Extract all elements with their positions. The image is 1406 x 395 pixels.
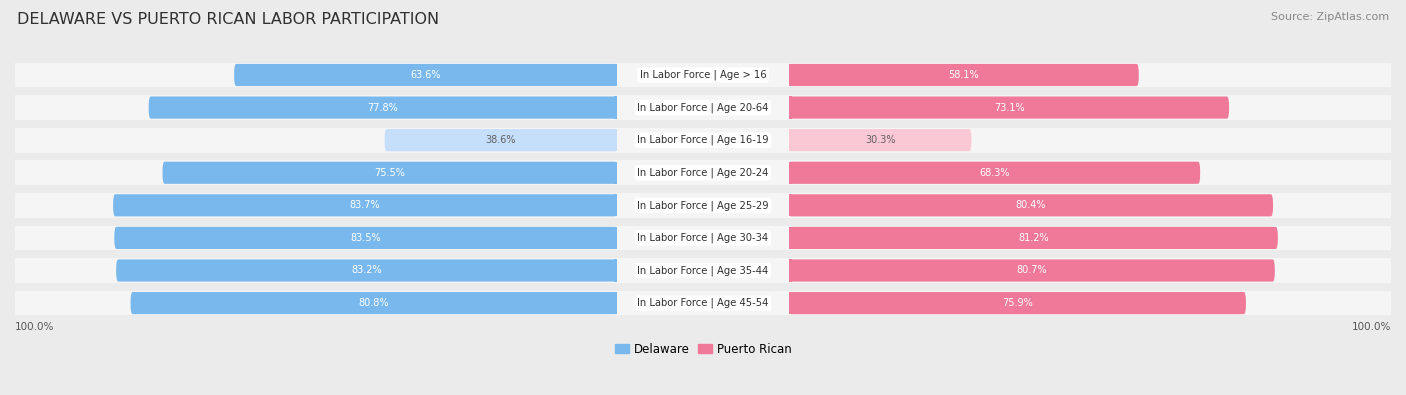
Bar bbox=[789, 162, 792, 184]
Text: 58.1%: 58.1% bbox=[949, 70, 979, 80]
Bar bbox=[8, 258, 1398, 283]
Text: 75.9%: 75.9% bbox=[1002, 298, 1033, 308]
Text: 68.3%: 68.3% bbox=[980, 168, 1010, 178]
Text: In Labor Force | Age 35-44: In Labor Force | Age 35-44 bbox=[637, 265, 769, 276]
Bar bbox=[614, 194, 617, 216]
FancyBboxPatch shape bbox=[789, 292, 1246, 314]
Bar bbox=[789, 260, 792, 282]
Bar bbox=[789, 129, 792, 151]
Text: In Labor Force | Age 45-54: In Labor Force | Age 45-54 bbox=[637, 298, 769, 308]
Bar bbox=[8, 291, 1398, 316]
FancyBboxPatch shape bbox=[789, 162, 1201, 184]
Legend: Delaware, Puerto Rican: Delaware, Puerto Rican bbox=[610, 338, 796, 360]
Text: 80.4%: 80.4% bbox=[1015, 200, 1046, 210]
Bar bbox=[614, 162, 617, 184]
Bar bbox=[8, 226, 1398, 250]
Bar bbox=[8, 128, 1398, 152]
Text: 63.6%: 63.6% bbox=[411, 70, 441, 80]
FancyBboxPatch shape bbox=[112, 194, 617, 216]
Bar bbox=[789, 292, 792, 314]
Bar bbox=[8, 95, 1398, 120]
FancyBboxPatch shape bbox=[149, 96, 617, 118]
Bar bbox=[614, 129, 617, 151]
Text: 100.0%: 100.0% bbox=[15, 322, 55, 331]
Text: 38.6%: 38.6% bbox=[485, 135, 516, 145]
Text: In Labor Force | Age 20-64: In Labor Force | Age 20-64 bbox=[637, 102, 769, 113]
Text: Source: ZipAtlas.com: Source: ZipAtlas.com bbox=[1271, 12, 1389, 22]
FancyBboxPatch shape bbox=[789, 260, 1275, 282]
Bar bbox=[789, 96, 792, 118]
Bar bbox=[789, 194, 792, 216]
Text: 75.5%: 75.5% bbox=[374, 168, 405, 178]
FancyBboxPatch shape bbox=[235, 64, 617, 86]
Bar bbox=[614, 260, 617, 282]
FancyBboxPatch shape bbox=[163, 162, 617, 184]
Bar bbox=[614, 64, 617, 86]
Text: 77.8%: 77.8% bbox=[367, 103, 398, 113]
Text: In Labor Force | Age > 16: In Labor Force | Age > 16 bbox=[640, 70, 766, 80]
Text: DELAWARE VS PUERTO RICAN LABOR PARTICIPATION: DELAWARE VS PUERTO RICAN LABOR PARTICIPA… bbox=[17, 12, 439, 27]
Bar bbox=[614, 292, 617, 314]
FancyBboxPatch shape bbox=[117, 260, 617, 282]
Bar bbox=[8, 160, 1398, 185]
FancyBboxPatch shape bbox=[789, 194, 1272, 216]
Text: 73.1%: 73.1% bbox=[994, 103, 1025, 113]
Text: In Labor Force | Age 16-19: In Labor Force | Age 16-19 bbox=[637, 135, 769, 145]
Text: In Labor Force | Age 20-24: In Labor Force | Age 20-24 bbox=[637, 167, 769, 178]
Text: 81.2%: 81.2% bbox=[1018, 233, 1049, 243]
FancyBboxPatch shape bbox=[131, 292, 617, 314]
Text: 100.0%: 100.0% bbox=[1351, 322, 1391, 331]
Bar bbox=[614, 96, 617, 118]
Text: 80.7%: 80.7% bbox=[1017, 265, 1047, 275]
Bar bbox=[614, 227, 617, 249]
FancyBboxPatch shape bbox=[789, 64, 1139, 86]
Bar bbox=[789, 64, 792, 86]
Bar bbox=[8, 62, 1398, 87]
Bar bbox=[8, 193, 1398, 218]
Text: 80.8%: 80.8% bbox=[359, 298, 389, 308]
Bar bbox=[789, 227, 792, 249]
FancyBboxPatch shape bbox=[789, 129, 972, 151]
FancyBboxPatch shape bbox=[789, 96, 1229, 118]
Text: 30.3%: 30.3% bbox=[865, 135, 896, 145]
Text: In Labor Force | Age 25-29: In Labor Force | Age 25-29 bbox=[637, 200, 769, 211]
Text: In Labor Force | Age 30-34: In Labor Force | Age 30-34 bbox=[637, 233, 769, 243]
FancyBboxPatch shape bbox=[385, 129, 617, 151]
Text: 83.5%: 83.5% bbox=[350, 233, 381, 243]
Text: 83.7%: 83.7% bbox=[350, 200, 381, 210]
FancyBboxPatch shape bbox=[114, 227, 617, 249]
Text: 83.2%: 83.2% bbox=[352, 265, 382, 275]
FancyBboxPatch shape bbox=[789, 227, 1278, 249]
